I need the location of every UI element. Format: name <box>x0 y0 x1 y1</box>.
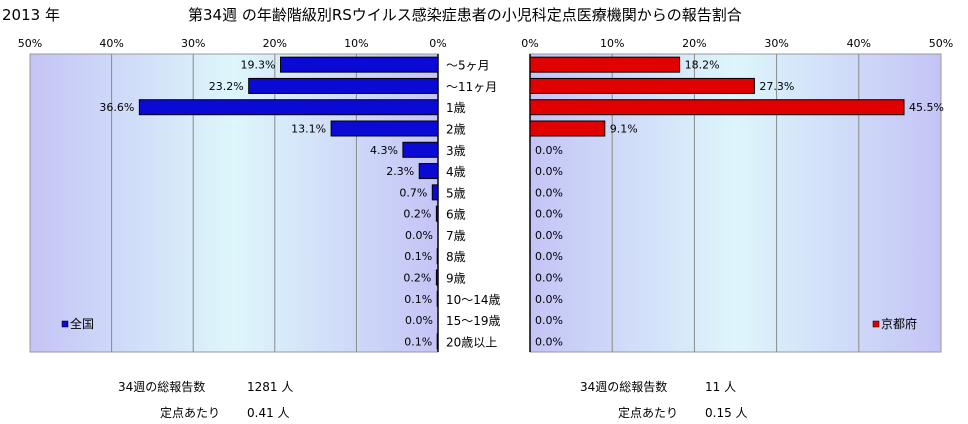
national-bar <box>280 56 439 73</box>
national-bar <box>435 269 439 286</box>
category-label: ～11ヶ月 <box>446 80 497 94</box>
national-total-label: 34週の総報告数 <box>118 380 206 394</box>
national-tick-label: 30% <box>181 37 205 50</box>
kyoto-tick-label: 50% <box>929 37 953 50</box>
national-tick-label: 40% <box>99 37 123 50</box>
kyoto-data-label: 0.0% <box>535 186 563 199</box>
kyoto-bar <box>529 77 755 94</box>
kyoto-data-label: 0.0% <box>535 208 563 221</box>
national-data-label: 36.6% <box>99 101 134 114</box>
national-bar <box>402 141 439 158</box>
national-tick-label: 20% <box>263 37 287 50</box>
national-bar <box>418 163 439 180</box>
kyoto-data-label: 45.5% <box>909 101 944 114</box>
national-data-label: 0.0% <box>405 229 433 242</box>
category-label: 4歳 <box>446 165 466 179</box>
kyoto-data-label: 18.2% <box>685 59 720 72</box>
kyoto-data-label: 27.3% <box>759 80 794 93</box>
national-bar <box>431 184 439 201</box>
kyoto-tick-label: 40% <box>847 37 871 50</box>
national-total-value: 1281 人 <box>247 380 294 394</box>
category-label: 6歳 <box>446 208 466 222</box>
kyoto-data-label: 0.0% <box>535 165 563 178</box>
kyoto-tick-label: 10% <box>600 37 624 50</box>
kyoto-data-label: 0.0% <box>535 144 563 157</box>
category-label: ～5ヶ月 <box>446 59 490 73</box>
chart-title: 第34週 の年齢階級別RSウイルス感染症患者の小児科定点医療機関からの報告割合 <box>188 6 742 24</box>
kyoto-bar <box>529 99 905 116</box>
category-label: 3歳 <box>446 144 466 158</box>
kyoto-tick-label: 0% <box>521 37 538 50</box>
category-label: 1歳 <box>446 101 466 115</box>
year-label: 2013 年 <box>2 6 60 24</box>
national-bar <box>435 205 439 222</box>
national-data-label: 2.3% <box>386 165 414 178</box>
kyoto-data-label: 0.0% <box>535 272 563 285</box>
national-legend-swatch <box>61 320 69 328</box>
national-data-label: 0.2% <box>403 208 431 221</box>
kyoto-data-label: 0.0% <box>535 314 563 327</box>
kyoto-legend-swatch <box>872 320 880 328</box>
category-label: 2歳 <box>446 123 466 137</box>
national-per-site-label: 定点あたり <box>160 406 221 420</box>
national-tick-label: 10% <box>344 37 368 50</box>
kyoto-bar <box>529 56 681 73</box>
kyoto-legend-label: 京都府 <box>881 316 917 331</box>
kyoto-per-site-label: 定点あたり <box>618 406 679 420</box>
kyoto-bar <box>529 120 606 137</box>
kyoto-data-label: 0.0% <box>535 250 563 263</box>
national-bar <box>436 248 439 265</box>
category-label: 15～19歳 <box>446 314 501 328</box>
national-bar <box>436 290 439 307</box>
national-bar <box>138 99 439 116</box>
kyoto-tick-label: 30% <box>764 37 788 50</box>
national-data-label: 0.0% <box>405 314 433 327</box>
kyoto-plot-area <box>529 53 942 353</box>
kyoto-data-label: 0.0% <box>535 229 563 242</box>
kyoto-total-value: 11 人 <box>705 380 737 394</box>
national-data-label: 4.3% <box>370 144 398 157</box>
national-tick-label: 50% <box>18 37 42 50</box>
kyoto-tick-label: 20% <box>682 37 706 50</box>
kyoto-data-label: 9.1% <box>610 123 638 136</box>
national-data-label: 23.2% <box>209 80 244 93</box>
category-label: 7歳 <box>446 229 466 243</box>
kyoto-data-label: 0.0% <box>535 335 563 348</box>
national-data-label: 0.7% <box>399 186 427 199</box>
national-data-label: 0.2% <box>403 272 431 285</box>
national-per-site-value: 0.41 人 <box>247 406 290 420</box>
category-label: 8歳 <box>446 250 466 264</box>
kyoto-total-label: 34週の総報告数 <box>580 380 668 394</box>
category-label: 10～14歳 <box>446 293 501 307</box>
kyoto-data-label: 0.0% <box>535 293 563 306</box>
national-data-label: 0.1% <box>404 250 432 263</box>
national-bar <box>248 77 439 94</box>
national-data-label: 19.3% <box>241 59 276 72</box>
category-label: 9歳 <box>446 272 466 286</box>
national-bar <box>330 120 439 137</box>
national-data-label: 0.1% <box>404 293 432 306</box>
national-legend-label: 全国 <box>70 316 94 331</box>
national-bar <box>436 333 439 350</box>
category-label: 5歳 <box>446 186 466 200</box>
national-data-label: 0.1% <box>404 335 432 348</box>
national-plot-area <box>29 53 439 353</box>
national-tick-label: 0% <box>429 37 446 50</box>
kyoto-per-site-value: 0.15 人 <box>705 406 748 420</box>
national-data-label: 13.1% <box>291 123 326 136</box>
category-label: 20歳以上 <box>446 335 497 349</box>
